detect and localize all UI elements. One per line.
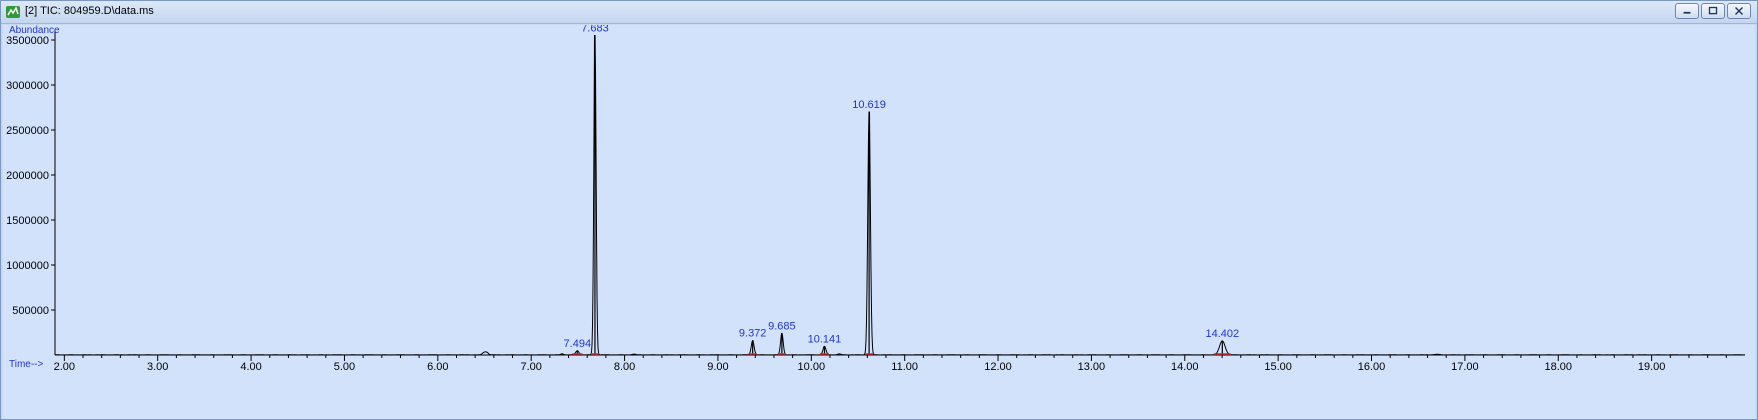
x-tick-label: 16.00 xyxy=(1358,361,1386,373)
title-bar[interactable]: [2] TIC: 804959.D\data.ms xyxy=(1,1,1757,24)
tic-line xyxy=(55,35,1745,356)
plot-area[interactable]: 500000 1000000 1500000 2000000 2500000 300000… xyxy=(3,25,1755,419)
x-tick-label: 14.00 xyxy=(1171,361,1199,373)
x-tick-label: 15.00 xyxy=(1264,361,1292,373)
restore-button[interactable] xyxy=(1701,3,1725,19)
peak-label: 9.685 xyxy=(768,320,796,332)
y-tick-label: 3500000 xyxy=(6,35,49,47)
x-tick-label: 11.00 xyxy=(891,361,918,373)
peak-label: 7.494 xyxy=(564,338,592,350)
window-title: [2] TIC: 804959.D\data.ms xyxy=(25,5,154,17)
minimize-icon xyxy=(1683,11,1691,14)
y-tick-label: 2500000 xyxy=(6,125,49,137)
x-tick-label: 18.00 xyxy=(1544,361,1572,373)
x-tick-label: 9.00 xyxy=(707,361,728,373)
minimize-button[interactable] xyxy=(1675,3,1699,19)
x-axis-label: Time--> xyxy=(9,359,44,370)
close-button[interactable] xyxy=(1727,3,1751,19)
x-tick-label: 19.00 xyxy=(1638,361,1666,373)
y-axis: 500000 1000000 1500000 2000000 2500000 300000… xyxy=(6,31,56,355)
tic-trace xyxy=(55,35,1745,356)
peak-label: 10.619 xyxy=(852,99,886,111)
peak-label: 10.141 xyxy=(808,333,842,345)
peak-label: 9.372 xyxy=(739,328,767,340)
restore-icon xyxy=(1708,6,1718,15)
x-tick-label: 3.00 xyxy=(147,361,168,373)
x-tick-label: 12.00 xyxy=(984,361,1012,373)
x-tick-label: 4.00 xyxy=(240,361,261,373)
x-tick-label: 8.00 xyxy=(614,361,635,373)
x-tick-label: 7.00 xyxy=(520,361,541,373)
y-tick-label: 500000 xyxy=(12,305,49,317)
close-icon xyxy=(1735,7,1743,15)
x-tick-label: 13.00 xyxy=(1078,361,1106,373)
x-tick-label: 17.00 xyxy=(1451,361,1479,373)
peak-label: 14.402 xyxy=(1205,328,1239,340)
x-axis: 2.00 3.00 4.00 5.00 6.00 7.00 8.00 9.00 10.00 11.… xyxy=(54,354,1745,373)
y-tick-label: 2000000 xyxy=(6,170,49,182)
y-tick-label: 1500000 xyxy=(6,215,49,227)
y-axis-label: Abundance xyxy=(9,25,60,36)
x-tick-label: 10.00 xyxy=(798,361,826,373)
chromatogram-chart: 500000 1000000 1500000 2000000 2500000 300000… xyxy=(6,25,1745,373)
peak-label: 7.683 xyxy=(581,25,609,35)
x-tick-label: 2.00 xyxy=(54,361,75,373)
x-tick-label: 5.00 xyxy=(334,361,355,373)
x-tick-label: 6.00 xyxy=(427,361,448,373)
y-tick-label: 3000000 xyxy=(6,80,49,92)
chromatogram-app-icon xyxy=(6,6,20,18)
y-tick-label: 1000000 xyxy=(6,260,49,272)
